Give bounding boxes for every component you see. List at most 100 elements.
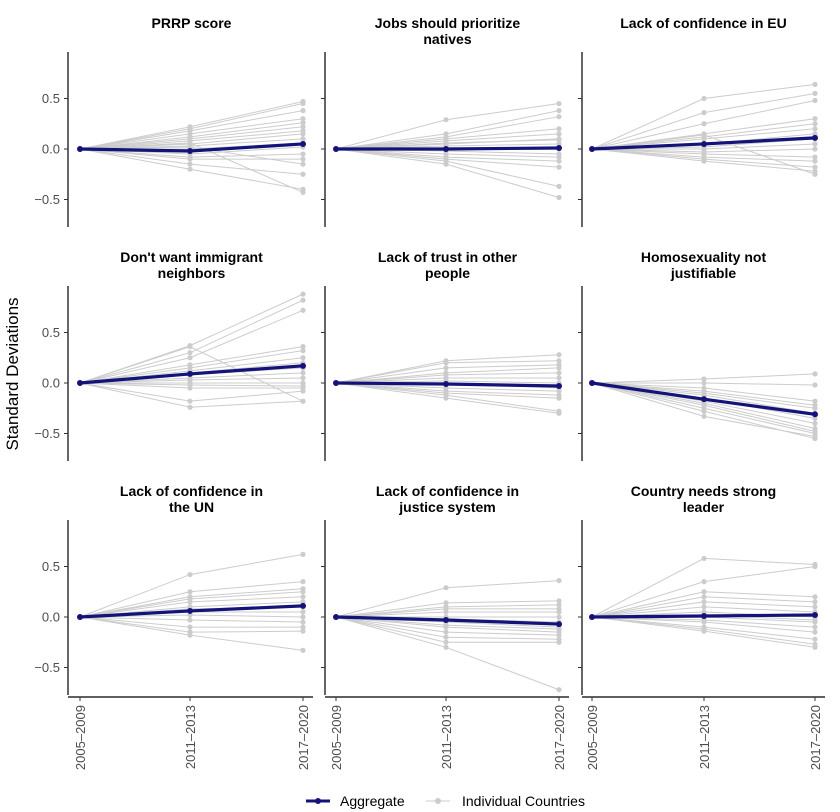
x-tick-label: 2011–2013 <box>183 705 198 769</box>
country-point <box>300 100 306 107</box>
country-point <box>812 382 818 388</box>
country-point <box>443 600 449 606</box>
country-point <box>300 344 306 350</box>
x-tick-label: 2005–2009 <box>73 705 88 770</box>
aggregate-point <box>589 614 595 620</box>
panel-title: justice system <box>398 499 496 515</box>
country-point <box>187 355 193 361</box>
x-tick-label: 2011–2013 <box>439 705 454 769</box>
country-point <box>300 156 306 162</box>
country-point <box>300 628 306 634</box>
country-point <box>812 90 818 97</box>
country-point <box>812 636 818 642</box>
panel-1: PRRP score 0.5 0.0 −0.5 <box>34 15 306 227</box>
country-point <box>812 97 818 104</box>
country-point <box>556 141 562 147</box>
country-point <box>812 141 818 147</box>
country-point <box>812 563 818 570</box>
country-point <box>187 385 193 391</box>
y-axis-label: Standard Deviations <box>3 297 22 450</box>
country-point <box>443 639 449 645</box>
y-tick-label: −0.5 <box>34 426 60 441</box>
country-point <box>556 183 562 189</box>
country-point <box>300 161 306 167</box>
country-point <box>556 194 562 201</box>
panel-title: people <box>425 265 470 281</box>
country-point <box>701 408 707 414</box>
country-point <box>300 171 306 177</box>
panel-title: Lack of confidence in <box>376 483 519 499</box>
x-tick-label: 2017–2020 <box>552 705 567 770</box>
country-point <box>812 81 818 87</box>
country-point <box>556 100 562 107</box>
country-point <box>443 161 449 167</box>
aggregate-point <box>300 362 306 369</box>
panel-title: neighbors <box>158 265 226 281</box>
country-point <box>300 624 306 630</box>
country-point <box>812 154 818 160</box>
country-point <box>187 166 193 172</box>
aggregate-point <box>556 144 562 151</box>
country-point <box>556 687 562 693</box>
country-point <box>701 579 707 585</box>
panel-title: Lack of trust in other <box>378 249 518 265</box>
country-point <box>300 120 306 126</box>
aggregate-point <box>77 614 83 620</box>
country-point <box>701 599 707 605</box>
aggregate-point <box>187 370 193 377</box>
y-tick-label: 0.5 <box>42 91 60 106</box>
country-point <box>300 647 306 653</box>
country-point <box>187 140 193 146</box>
country-point <box>812 121 818 127</box>
aggregate-point <box>701 612 707 619</box>
panel-title: justifiable <box>670 265 737 281</box>
country-point <box>300 348 306 354</box>
y-tick-label: −0.5 <box>34 660 60 675</box>
country-point <box>556 410 562 416</box>
country-point <box>187 144 193 150</box>
country-point <box>812 415 818 421</box>
country-point <box>556 578 562 584</box>
aggregate-point <box>443 617 449 624</box>
country-point <box>812 644 818 650</box>
country-point <box>300 307 306 313</box>
country-point <box>443 624 449 630</box>
country-point <box>187 571 193 578</box>
country-point <box>300 131 306 137</box>
country-point <box>187 632 193 638</box>
aggregate-point <box>333 146 339 152</box>
country-point <box>556 114 562 120</box>
panel-title: Lack of confidence in <box>120 483 263 499</box>
country-point <box>300 370 306 376</box>
country-point <box>812 619 818 625</box>
country-point <box>187 589 193 595</box>
country-point <box>701 628 707 634</box>
country-point <box>812 435 818 442</box>
country-point <box>187 404 193 410</box>
y-tick-label: 0.0 <box>42 610 60 625</box>
x-tick-label: 2017–2020 <box>808 705 823 770</box>
country-point <box>701 110 707 116</box>
panel-title: Don't want immigrant <box>120 249 263 265</box>
country-point <box>812 164 818 170</box>
country-point <box>812 116 818 122</box>
aggregate-point <box>77 146 83 152</box>
country-point <box>556 108 562 114</box>
country-point <box>187 156 193 162</box>
country-point <box>443 117 449 123</box>
country-point <box>701 594 707 600</box>
country-point <box>300 189 306 196</box>
country-point <box>701 132 707 138</box>
country-point <box>443 360 449 366</box>
aggregate-point <box>443 146 449 152</box>
country-point <box>187 161 193 167</box>
country-point <box>556 609 562 615</box>
country-point <box>300 609 306 615</box>
country-point <box>187 612 193 618</box>
country-point <box>556 154 562 160</box>
